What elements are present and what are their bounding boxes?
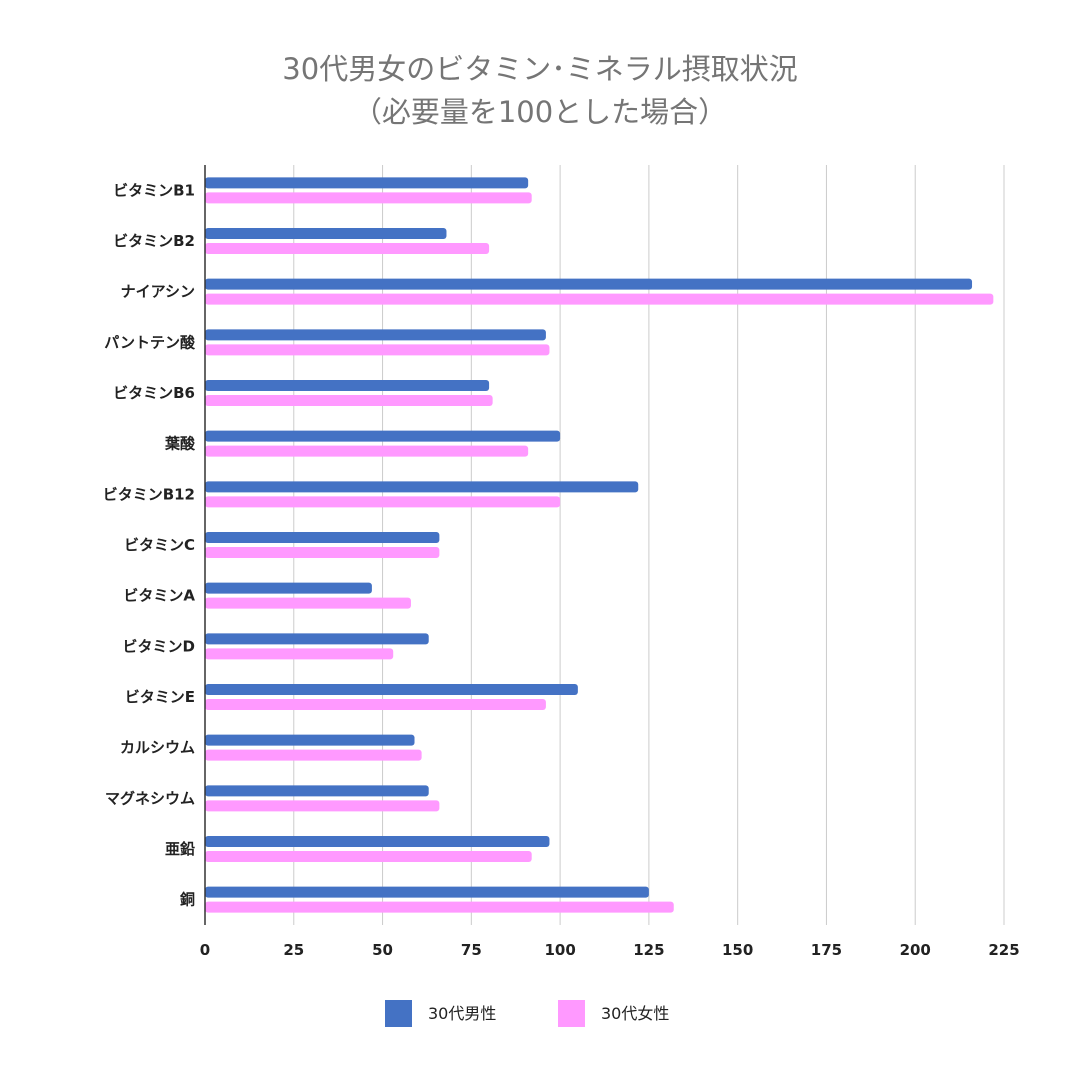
x-tick-label: 225 [988, 941, 1019, 959]
category-label: ビタミンB12 [103, 485, 195, 503]
x-tick-label: 125 [633, 941, 664, 959]
bar-female [205, 445, 529, 457]
chart-subtitle: （必要量を100とした場合） [353, 95, 727, 129]
bar-male [205, 886, 649, 898]
bar-female [205, 648, 394, 660]
category-label: ナイアシン [121, 283, 195, 301]
tick-labels: 0 25 50 75 100 125 150 175 200 225 [200, 941, 1020, 959]
bar-male [205, 481, 639, 493]
bar-male [205, 329, 546, 341]
bar-male [205, 532, 440, 543]
category-label: マグネシウム [105, 789, 195, 807]
bar-female [205, 496, 561, 508]
category-label: カルシウム [120, 739, 195, 757]
x-tick-label: 25 [283, 941, 304, 959]
category-label: ビタミンB2 [113, 232, 195, 250]
x-tick-label: 0 [200, 941, 210, 959]
bar-male [205, 785, 429, 797]
bars [205, 177, 994, 913]
x-tick-label: 200 [900, 941, 931, 959]
bar-female [205, 749, 422, 761]
category-label: パントテン酸 [104, 333, 196, 351]
bar-male [205, 380, 490, 391]
bar-female [205, 699, 546, 710]
legend-label: 30代女性 [601, 1004, 669, 1023]
bar-female [205, 901, 674, 913]
bar-female [205, 395, 493, 406]
bar-male [205, 836, 550, 847]
x-tick-label: 75 [461, 941, 482, 959]
bar-female [205, 344, 550, 356]
category-label: ビタミンA [123, 587, 195, 605]
bar-female [205, 243, 490, 254]
bar-female [205, 547, 440, 558]
grid-lines [293, 165, 1005, 925]
x-tick-label: 150 [722, 941, 753, 959]
bar-female [205, 851, 532, 862]
legend-swatch [558, 1000, 585, 1027]
category-label: 葉酸 [164, 435, 196, 453]
bar-female [205, 597, 411, 609]
category-label: ビタミンD [123, 637, 195, 655]
category-label: 銅 [180, 891, 195, 909]
bar-male [205, 734, 415, 746]
legend: 30代男性 30代女性 [385, 1000, 669, 1027]
x-tick-label: 50 [372, 941, 393, 959]
chart-title: 30代男女のビタミン･ミネラル摂取状況 [282, 52, 797, 86]
bar-male [205, 633, 429, 645]
category-label: ビタミンB6 [113, 384, 195, 402]
bar-male [205, 684, 578, 695]
category-label: ビタミンC [124, 536, 195, 554]
category-label: 亜鉛 [165, 840, 195, 858]
bar-female [205, 192, 532, 204]
bar-male [205, 430, 561, 442]
x-tick-label: 100 [544, 941, 575, 959]
bar-male [205, 228, 447, 239]
bar-male [205, 582, 372, 594]
bar-male [205, 177, 529, 189]
category-label: ビタミンE [125, 688, 195, 706]
x-tick-label: 175 [811, 941, 842, 959]
bar-male [205, 278, 973, 290]
category-label: ビタミンB1 [113, 181, 195, 199]
legend-swatch [385, 1000, 412, 1027]
bar-female [205, 293, 994, 305]
bar-female [205, 800, 440, 812]
legend-label: 30代男性 [428, 1004, 496, 1023]
